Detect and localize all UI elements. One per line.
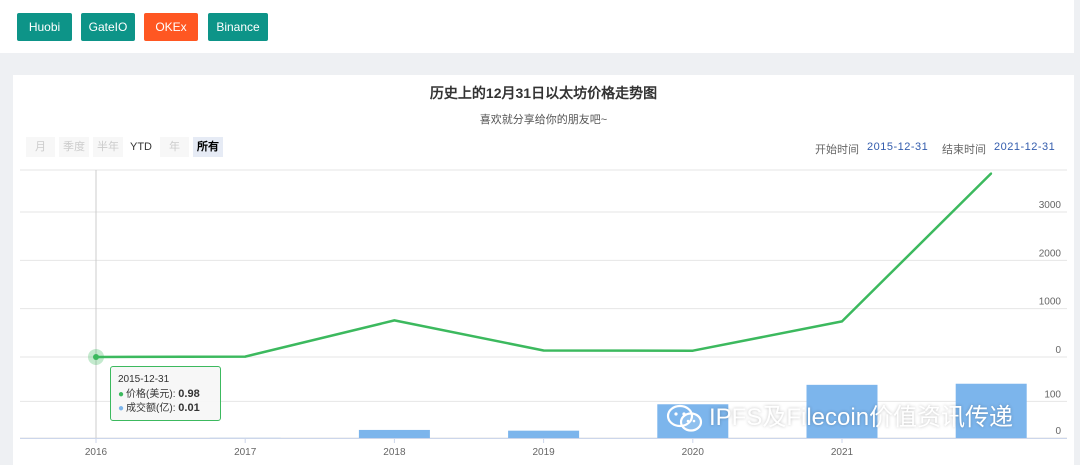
tooltip-row-price: ● 价格(美元): 0.98 [118, 388, 200, 400]
price-axis-tick-label: 2000 [1039, 248, 1062, 259]
volume-bar [955, 383, 1027, 438]
tooltip-price-value: 0.98 [178, 388, 200, 400]
price-axis-tick-label: 1000 [1039, 297, 1062, 308]
chart-tooltip: 2015-12-31 ● 价格(美元): 0.98 ● 成交额(亿): 0.01 [110, 366, 221, 421]
price-axis-tick-label: 3000 [1039, 200, 1062, 211]
x-axis-tick-label: 2017 [234, 447, 257, 458]
price-point [990, 172, 993, 175]
volume-bar [508, 430, 580, 438]
volume-axis-tick-label: 0 [1055, 426, 1061, 437]
price-point [841, 320, 843, 323]
wechat-icon [666, 404, 703, 432]
watermark-text: IPFS及Filecoin价值资讯传递 [709, 404, 1014, 431]
range-button-year[interactable]: 年 [160, 137, 189, 157]
range-button-month[interactable]: 月 [26, 137, 55, 157]
exchange-button-okex[interactable]: OKEx [144, 13, 198, 41]
x-axis-tick-label: 2019 [532, 447, 555, 458]
price-axis-tick-label: 0 [1055, 345, 1061, 356]
start-date-label: 开始时间 [815, 144, 859, 156]
x-axis-tick-label: 2021 [831, 447, 854, 458]
chart-title: 历史上的12月31日以太坊价格走势图 [429, 85, 658, 101]
price-line [95, 172, 993, 359]
volume-bar [358, 429, 430, 438]
tooltip-volume-name: 成交额(亿) [126, 403, 173, 414]
exchange-button-binance[interactable]: Binance [208, 13, 268, 41]
exchange-button-huobi[interactable]: Huobi [17, 13, 72, 41]
exchange-button-gateio[interactable]: GateIO [81, 13, 135, 41]
x-axis-tick-label: 2016 [85, 447, 108, 458]
range-button-all[interactable]: 所有 [193, 137, 223, 157]
hover-point [93, 353, 99, 360]
range-button-ytd[interactable]: YTD [126, 137, 156, 157]
volume-series-dot: ● [118, 403, 125, 414]
price-point [542, 349, 545, 352]
x-axis-tick-label: 2018 [383, 447, 406, 458]
tooltip-price-name: 价格(美元) [126, 389, 173, 400]
price-point [393, 319, 396, 322]
range-button-half-year[interactable]: 半年 [93, 137, 123, 157]
volume-axis-tick-label: 100 [1044, 389, 1061, 400]
tooltip-date: 2015-12-31 [118, 374, 170, 385]
exchange-bar: Huobi GateIO OKEx Binance [0, 0, 1074, 53]
range-button-quarter[interactable]: 季度 [59, 137, 89, 157]
tooltip-volume-value: 0.01 [178, 402, 200, 414]
volume-bar [806, 384, 878, 438]
start-date-input[interactable]: 2015-12-31 [867, 141, 929, 153]
end-date-input[interactable]: 2021-12-31 [994, 141, 1056, 153]
chart-subtitle: 喜欢就分享给你的朋友吧~ [479, 114, 608, 126]
end-date-label: 结束时间 [942, 144, 986, 156]
price-point [691, 349, 694, 352]
price-series-dot: ● [118, 389, 125, 400]
tooltip-row-volume: ● 成交额(亿): 0.01 [118, 402, 200, 414]
price-point [244, 355, 247, 358]
x-axis-tick-label: 2020 [682, 447, 705, 458]
